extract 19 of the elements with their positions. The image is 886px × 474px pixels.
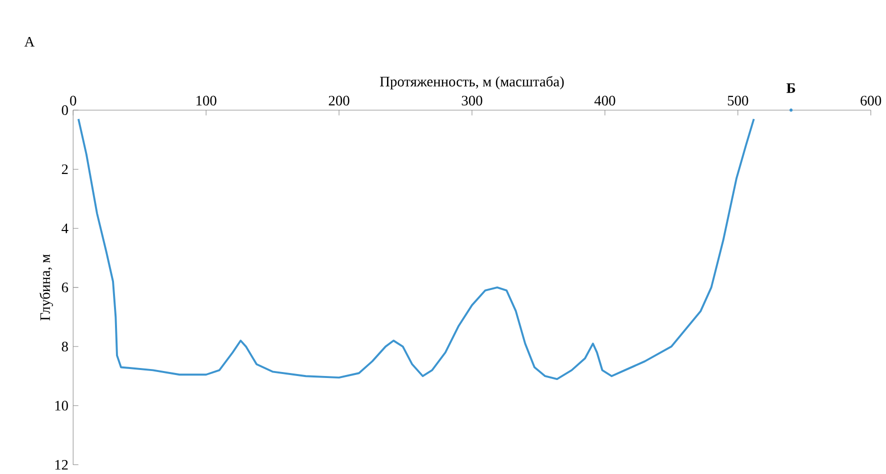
y-tick-label: 0 bbox=[62, 105, 68, 116]
y-tick-label: 10 bbox=[55, 400, 68, 411]
x-tick-label: 500 bbox=[728, 96, 748, 106]
x-tick-label: 0 bbox=[70, 96, 76, 106]
line-series bbox=[77, 118, 755, 380]
y-tick-label: 2 bbox=[62, 164, 68, 174]
y-tick-label: 6 bbox=[62, 282, 68, 292]
x-tick-label: 400 bbox=[594, 96, 616, 106]
text: А bbox=[24, 36, 35, 47]
y-tick-label: 4 bbox=[62, 224, 68, 234]
annotation: Б bbox=[786, 83, 796, 93]
x-axis-title: Протяженность, м (масштаба) bbox=[380, 76, 564, 90]
y-tick-label: 8 bbox=[62, 342, 68, 352]
x-tick-label: 100 bbox=[196, 96, 216, 106]
x-tick-label: 600 bbox=[860, 96, 882, 106]
y-tick-label: 12 bbox=[55, 460, 68, 470]
y-axis-title: Глубина, м bbox=[40, 254, 53, 321]
x-tick-label: 300 bbox=[462, 96, 482, 106]
x-tick-label: 200 bbox=[328, 96, 350, 106]
